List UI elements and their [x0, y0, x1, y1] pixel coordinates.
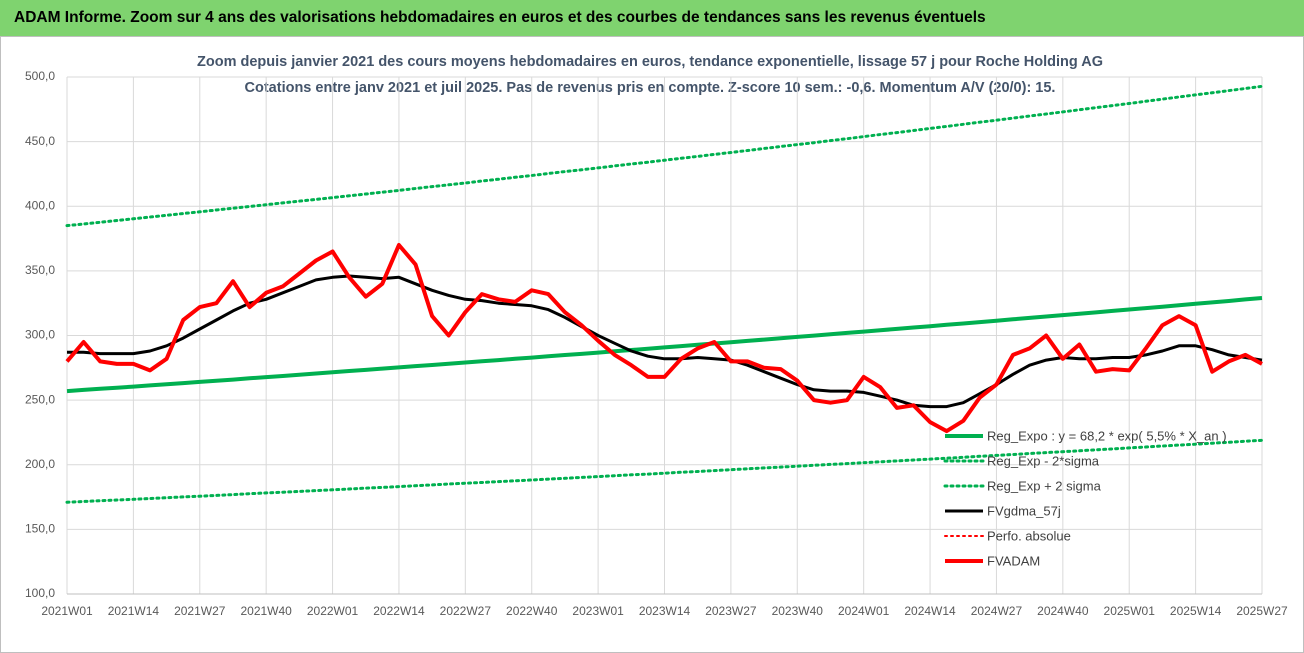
x-tick-label: 2024W14 [904, 604, 956, 618]
series-line [65, 84, 1264, 228]
y-tick-label: 200,0 [25, 457, 55, 471]
x-tick-label: 2023W40 [772, 604, 824, 618]
legend-label: Reg_Exp + 2 sigma [987, 478, 1102, 493]
x-tick-label: 2023W01 [572, 604, 624, 618]
header-title: ADAM Informe. Zoom sur 4 ans des valoris… [14, 9, 986, 26]
x-tick-label: 2022W40 [506, 604, 558, 618]
chart-subtitle: Cotations entre janv 2021 et juil 2025. … [245, 80, 1056, 96]
y-tick-label: 100,0 [25, 586, 55, 600]
series-line [66, 296, 1263, 394]
legend-label: FVADAM [987, 553, 1040, 568]
x-tick-label: 2025W01 [1104, 604, 1156, 618]
legend-label: Reg_Expo : y = 68,2 * exp( 5,5% * X_an ) [987, 428, 1227, 443]
series-line [65, 438, 1264, 504]
x-tick-label: 2024W01 [838, 604, 890, 618]
x-tick-label: 2023W27 [705, 604, 757, 618]
legend-label: Reg_Exp - 2*sigma [987, 453, 1100, 468]
y-tick-label: 450,0 [25, 134, 55, 148]
header-bar [0, 0, 1304, 36]
x-tick-label: 2024W27 [971, 604, 1023, 618]
x-tick-label: 2022W01 [307, 604, 359, 618]
x-tick-label: 2024W40 [1037, 604, 1089, 618]
x-tick-label: 2021W27 [174, 604, 226, 618]
x-tick-label: 2022W14 [373, 604, 425, 618]
x-tick-label: 2025W14 [1170, 604, 1222, 618]
x-tick-label: 2022W27 [440, 604, 492, 618]
chart-title: Zoom depuis janvier 2021 des cours moyen… [197, 54, 1103, 70]
y-tick-label: 400,0 [25, 198, 55, 212]
x-tick-label: 2021W40 [240, 604, 292, 618]
series-line [65, 243, 1263, 434]
y-tick-label: 300,0 [25, 328, 55, 342]
y-tick-label: 500,0 [25, 69, 55, 83]
x-tick-label: 2023W14 [639, 604, 691, 618]
y-tick-label: 250,0 [25, 392, 55, 406]
y-tick-label: 350,0 [25, 263, 55, 277]
y-tick-label: 150,0 [25, 522, 55, 536]
x-tick-label: 2025W27 [1236, 604, 1288, 618]
legend-label: Perfo. absolue [987, 528, 1071, 543]
chart-frame [0, 36, 1304, 653]
x-tick-label: 2021W14 [108, 604, 160, 618]
legend-label: FVgdma_57j [987, 503, 1061, 518]
x-tick-label: 2021W01 [41, 604, 93, 618]
